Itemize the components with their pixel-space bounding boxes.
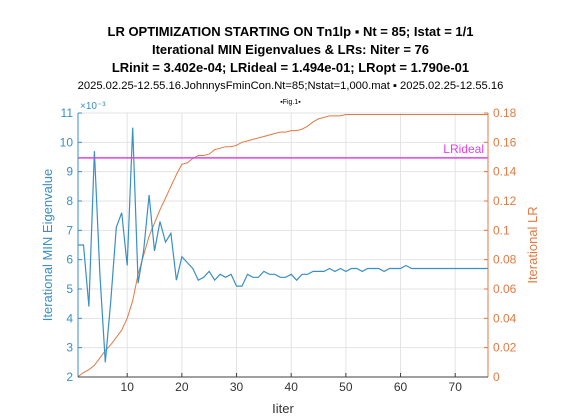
left-y-tick-label: 2 [66,370,73,384]
left-y-tick-label: 10 [60,135,74,149]
left-y-tick-label: 11 [61,106,74,120]
right-y-axis-label: Iterational LR [525,206,540,283]
x-tick-label: 20 [175,380,189,394]
right-y-tick-label: 0.08 [493,253,517,267]
x-tick-label: 60 [394,380,408,394]
figure-tag: ▪Fig.1▪ [280,99,301,106]
chart-title-line2: Iterational MIN Eigenvalues & LRs: Niter… [151,42,430,57]
x-tick-label: 10 [121,380,135,394]
chart-title-line1: LR OPTIMIZATION STARTING ON Tn1lp ▪ Nt =… [107,24,474,39]
right-y-tick-label: 0.14 [493,165,517,179]
plot-area [78,113,488,377]
left-y-tick-label: 8 [66,194,73,208]
right-y-tick-label: 0.1 [493,223,510,237]
chart-subtitle-file: 2025.02.25-12.55.16.JohnnysFminCon.Nt=85… [77,80,504,92]
x-axis-label: Iiter [272,401,294,416]
right-y-tick-label: 0.02 [493,341,517,355]
right-y-tick-label: 0.16 [493,135,517,149]
x-tick-label: 50 [339,380,353,394]
x-tick-label: 70 [449,380,463,394]
left-y-tick-label: 6 [66,253,73,267]
left-y-tick-label: 3 [66,341,73,355]
left-y-tick-label: 5 [66,282,73,296]
right-y-tick-label: 0.18 [493,106,517,120]
left-axis-exponent: ×10⁻³ [80,101,106,112]
x-tick-label: 30 [230,380,244,394]
right-y-tick-label: 0 [493,370,500,384]
right-y-tick-label: 0.04 [493,311,517,325]
right-y-tick-label: 0.06 [493,282,517,296]
x-tick-label: 40 [285,380,299,394]
left-y-tick-label: 9 [66,165,73,179]
lr-series-line [77,114,488,378]
chart-title-line3: LRinit = 3.402e-04; LRideal = 1.494e-01;… [111,60,470,75]
left-y-tick-label: 7 [66,223,73,237]
right-y-tick-label: 0.12 [493,194,517,208]
left-y-axis-label: Iterational MIN Eigenvalue [40,169,55,321]
left-y-tick-label: 4 [66,311,73,325]
lrideal-label: LRideal [443,142,484,156]
eigen-series-line [78,127,488,363]
